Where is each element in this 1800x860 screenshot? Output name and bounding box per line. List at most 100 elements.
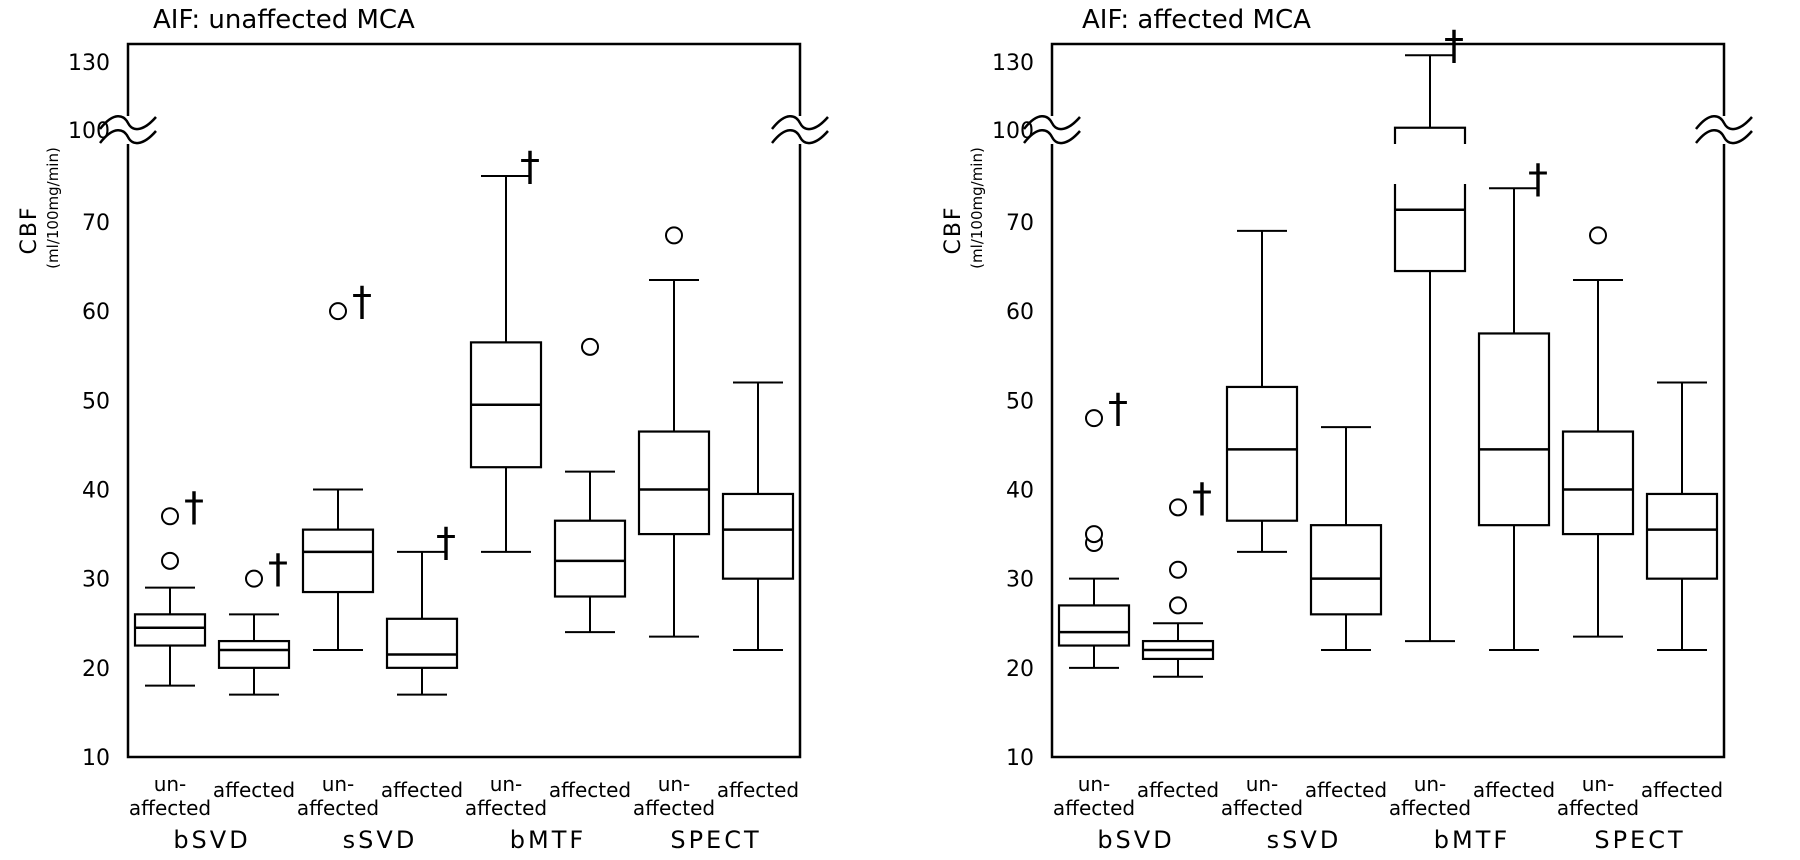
- axis-break-gap: [124, 116, 132, 144]
- group-label-ssvd: sSVD: [343, 826, 418, 854]
- outlier-point: [245, 569, 263, 588]
- y-tick-label: 60: [1006, 300, 1034, 325]
- significance-dagger: †: [184, 484, 204, 530]
- outlier-point: [665, 226, 683, 245]
- y-tick-label: 20: [82, 657, 110, 682]
- y-tick-label: 130: [992, 51, 1034, 76]
- group-label-spect: SPECT: [670, 826, 761, 854]
- category-label: affected: [1389, 796, 1471, 820]
- axis-break-gap: [1720, 116, 1728, 144]
- box-spect-affected: [721, 381, 795, 651]
- box-spect-unaffected: [1561, 226, 1635, 638]
- iqr-box: [301, 528, 375, 594]
- y-tick-label: 30: [82, 568, 110, 593]
- significance-dagger: †: [352, 279, 372, 325]
- group-label-bsvd: bSVD: [1097, 826, 1174, 854]
- y-tick-label: 40: [82, 479, 110, 504]
- y-tick-label: 50: [82, 389, 110, 414]
- iqr-box: [637, 430, 711, 536]
- outlier-point: [329, 302, 347, 321]
- outlier-point: [1085, 409, 1103, 428]
- category-label: un-: [322, 772, 355, 796]
- box-spect-affected: [1645, 381, 1719, 651]
- category-label: un-: [1246, 772, 1279, 796]
- axis-break-mark: [771, 115, 829, 131]
- iqr-box: [1561, 430, 1635, 536]
- y-axis-unit-label: (ml/100mg/min): [44, 147, 62, 269]
- category-label: affected: [633, 796, 715, 820]
- axis-break-mark: [99, 115, 157, 131]
- box-bsvd-unaffected: †: [1057, 386, 1131, 669]
- significance-dagger: †: [1192, 475, 1212, 521]
- group-label-bmtf: bMTF: [1434, 826, 1510, 854]
- outlier-point: [1085, 525, 1103, 544]
- box-ssvd-affected: †: [385, 520, 459, 696]
- outlier-point: [1169, 498, 1187, 517]
- iqr-box: [1225, 385, 1299, 522]
- category-label: affected: [1221, 796, 1303, 820]
- chart-title: AIF: affected MCA: [1082, 5, 1311, 35]
- outlier-point: [161, 507, 179, 526]
- box-bsvd-affected: †: [1141, 475, 1215, 678]
- box-bsvd-unaffected: †: [133, 484, 207, 687]
- category-label: un-: [1078, 772, 1111, 796]
- plot-frame: [1050, 42, 1726, 759]
- outlier-point: [1169, 560, 1187, 579]
- y-tick-label: 70: [1006, 211, 1034, 236]
- right-chart-panel: AIF: affected MCA 10 20 30 40 50 60 70 100 130 CBF…: [941, 5, 1753, 854]
- category-label: affected: [1305, 778, 1387, 802]
- group-label-bsvd: bSVD: [173, 826, 250, 854]
- category-label: affected: [1053, 796, 1135, 820]
- axis-break-mark: [1023, 115, 1081, 131]
- category-label: affected: [381, 778, 463, 802]
- iqr-box: [1309, 524, 1383, 616]
- y-tick-label: 20: [1006, 657, 1034, 682]
- y-tick-label: 100: [992, 119, 1034, 144]
- iqr-box: [385, 617, 459, 669]
- iqr-box: [1477, 332, 1551, 527]
- category-label: un-: [1582, 772, 1615, 796]
- iqr-box: [553, 519, 627, 598]
- significance-dagger: †: [1528, 156, 1548, 202]
- outlier-point: [1169, 596, 1187, 615]
- y-tick-label: 60: [82, 300, 110, 325]
- box-spect-unaffected: [637, 226, 711, 638]
- y-tick-label: 30: [1006, 568, 1034, 593]
- axis-break-mark: [1023, 129, 1081, 145]
- y-axis-label: CBF: [941, 205, 966, 254]
- category-label: affected: [297, 796, 379, 820]
- box-ssvd-unaffected: †: [301, 279, 375, 651]
- box-break-gap: [1392, 144, 1468, 184]
- outlier-point: [1589, 226, 1607, 245]
- chart-title: AIF: unaffected MCA: [153, 5, 415, 35]
- plot-frame: [126, 42, 802, 759]
- significance-dagger: †: [520, 144, 540, 190]
- y-tick-label: 130: [68, 51, 110, 76]
- axis-break-gap: [796, 116, 804, 144]
- axis-break-mark: [771, 129, 829, 145]
- iqr-box: [1057, 604, 1131, 647]
- iqr-box: [1645, 492, 1719, 580]
- group-label-ssvd: sSVD: [1267, 826, 1342, 854]
- y-axis-unit-label: (ml/100mg/min): [968, 147, 986, 269]
- box-ssvd-unaffected: [1225, 229, 1299, 553]
- outlier-point: [161, 551, 179, 570]
- category-label: affected: [1557, 796, 1639, 820]
- iqr-box: [217, 639, 291, 669]
- significance-dagger: †: [268, 547, 288, 593]
- axis-break-mark: [1695, 129, 1753, 145]
- y-tick-label: 10: [82, 746, 110, 771]
- axis-break-gap: [1048, 116, 1056, 144]
- iqr-box: [721, 492, 795, 580]
- category-label: affected: [465, 796, 547, 820]
- category-label: affected: [1137, 778, 1219, 802]
- y-tick-label: 50: [1006, 389, 1034, 414]
- category-label: un-: [490, 772, 523, 796]
- axis-break-mark: [99, 129, 157, 145]
- category-label: un-: [1414, 772, 1447, 796]
- y-tick-label: 100: [68, 119, 110, 144]
- significance-dagger: †: [1444, 23, 1464, 69]
- box-bsvd-affected: †: [217, 547, 291, 696]
- category-label: affected: [1473, 778, 1555, 802]
- box-bmtf-unaffected: †: [469, 144, 543, 553]
